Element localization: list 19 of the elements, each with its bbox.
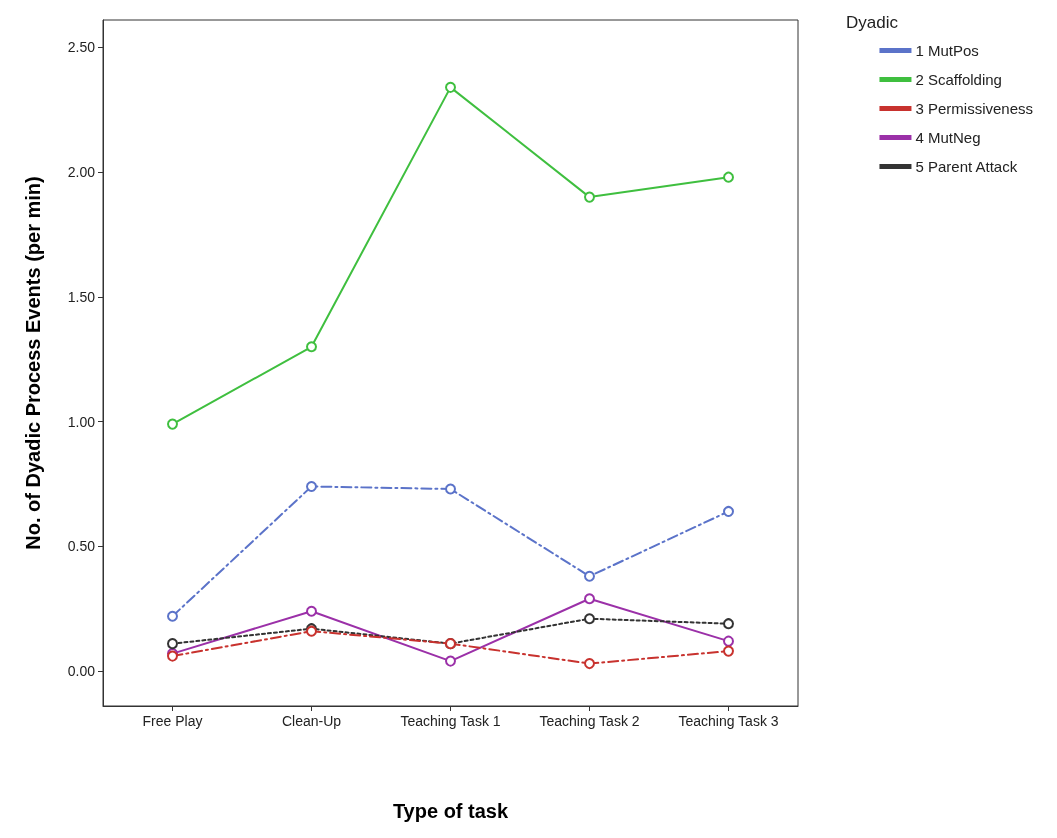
x-tick-label: Teaching Task 1 (400, 713, 501, 729)
legend-label: 3 Permissiveness (915, 100, 1034, 117)
x-tick-label: Free Play (142, 713, 203, 729)
legend-title: Dyadic (846, 13, 899, 32)
y-tick-label: 1.50 (67, 288, 96, 305)
legend-label: 1 MutPos (915, 42, 979, 59)
x-tick-label: Teaching Task 2 (539, 713, 640, 729)
legend-label: 2 Scaffolding (915, 71, 1002, 88)
legend-label: 4 MutNeg (915, 129, 981, 146)
x-tick-label: Teaching Task 3 (678, 713, 779, 729)
x-axis-title: Type of task (392, 800, 509, 822)
x-tick-label: Clean-Up (281, 713, 342, 729)
y-axis-title: No. of Dyadic Process Events (per min) (22, 176, 44, 550)
y-tick-label: 1.00 (67, 413, 96, 430)
y-tick-label: 0.00 (67, 663, 96, 680)
y-tick-label: 0.50 (67, 538, 96, 555)
legend-label: 5 Parent Attack (915, 158, 1018, 175)
y-tick-label: 2.00 (67, 164, 96, 181)
y-tick-label: 2.50 (67, 39, 96, 56)
